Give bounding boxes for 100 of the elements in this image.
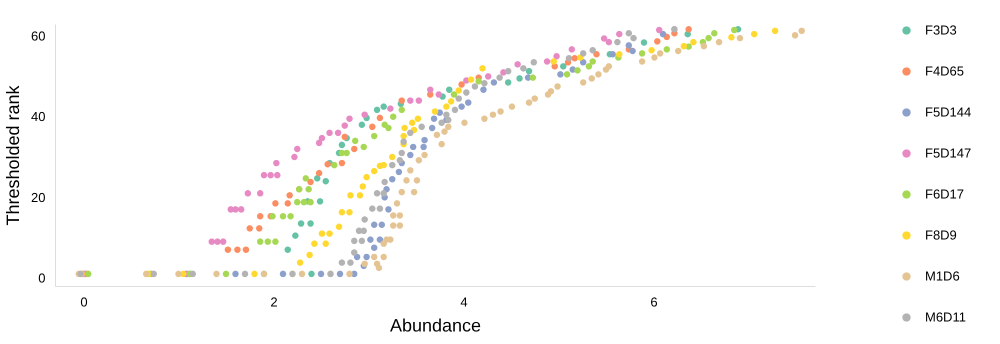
point [389,176,396,182]
point [700,42,708,50]
point [352,138,358,144]
point [363,174,370,180]
point [222,270,230,278]
point [526,99,532,106]
point [458,103,465,110]
point [548,88,554,95]
point [370,222,378,228]
point [394,200,400,207]
point [213,270,220,278]
point [308,270,315,278]
point [508,103,516,110]
point [580,59,586,66]
point [376,114,384,122]
point [410,188,418,196]
point [346,209,353,216]
point [432,108,438,115]
point [407,152,414,158]
point [351,146,358,152]
point [490,111,496,118]
point [256,190,264,197]
point [680,42,688,50]
point [342,122,348,129]
point [378,222,386,228]
point [400,138,407,145]
point [416,157,422,164]
point [400,132,407,140]
point [256,238,264,245]
point [326,230,333,237]
point [322,240,329,247]
point [452,106,458,114]
point [514,61,521,68]
point [360,183,366,190]
point [731,26,738,34]
x-axis-title: Abundance [390,316,482,336]
point [461,120,468,126]
point [296,259,304,266]
point [331,162,338,168]
point [256,213,264,220]
point [286,192,293,199]
point [242,246,250,253]
point [370,244,378,251]
point [234,246,241,253]
point [260,172,268,178]
point [520,65,527,72]
point [396,212,404,219]
point [398,97,405,104]
point [638,50,646,57]
point [571,55,578,62]
y-tick-label: 20 [31,190,46,205]
point [220,238,226,245]
point [307,198,314,206]
point [389,154,396,160]
point [798,28,805,34]
point [302,175,310,182]
point [246,225,253,232]
point [728,34,735,41]
point [273,160,280,166]
point [390,212,396,219]
point [380,190,387,197]
legend-label: F4D65 [925,64,964,78]
point [346,270,353,278]
point [291,154,298,160]
point [387,105,394,112]
point [272,200,279,207]
point [322,178,329,184]
point [380,103,387,110]
point [638,58,646,65]
point [407,97,414,104]
point [300,198,308,206]
point [468,76,474,83]
point [504,79,512,86]
point [370,132,378,140]
point [363,254,370,260]
point [343,150,350,156]
point [656,50,664,57]
point [606,63,612,70]
point [238,206,244,213]
point [318,230,326,237]
point [314,175,320,182]
point [593,50,600,58]
point [232,206,239,213]
point [396,168,402,176]
point [280,270,286,278]
point [292,232,299,239]
point [385,206,392,213]
point [381,178,388,186]
point [450,91,458,98]
point [305,186,312,192]
point [358,238,366,244]
point [544,58,550,65]
point [648,46,655,54]
point [630,34,637,42]
x-tick-label: 4 [460,294,468,310]
point [407,130,414,136]
point [568,46,576,53]
point [360,144,367,150]
point [298,220,304,227]
point [456,95,462,102]
